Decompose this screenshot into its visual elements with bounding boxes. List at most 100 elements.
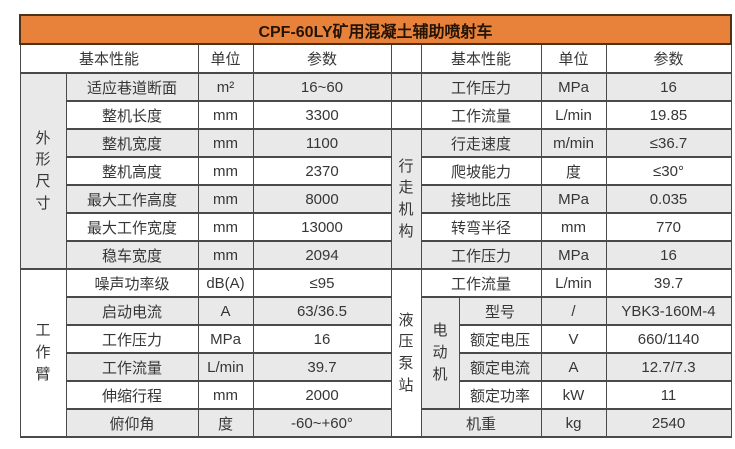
spec-name-cell: 额定功率 xyxy=(458,380,542,410)
spec-name-cell: 转弯半径 xyxy=(420,212,542,242)
spec-name-cell: 工作压力 xyxy=(65,324,199,354)
spec-name-cell: 行走速度 xyxy=(420,128,542,158)
spec-unit-cell: V xyxy=(540,324,607,354)
spec-unit-cell: kW xyxy=(540,380,607,410)
spec-name-cell: 工作压力 xyxy=(420,240,542,270)
spec-value-cell: 11 xyxy=(605,380,732,410)
spec-name-cell: 工作压力 xyxy=(420,72,542,102)
spec-unit-cell: A xyxy=(197,296,254,326)
spec-value-cell: 2370 xyxy=(252,156,392,186)
spec-value-cell: 16~60 xyxy=(252,72,392,102)
header-basic-performance-right: 基本性能 xyxy=(420,43,542,74)
spec-value-cell: YBK3-160M-4 xyxy=(605,296,732,326)
spec-name-cell: 爬坡能力 xyxy=(420,156,542,186)
table-row: 整机宽度 mm 1100 行走机构 行走速度 m/min ≤36.7 xyxy=(20,128,732,270)
table-row: 工作流量 L/min 39.7 额定电流 A 12.7/7.3 xyxy=(20,352,732,382)
spec-name-cell: 工作流量 xyxy=(420,100,542,130)
spec-unit-cell: mm xyxy=(197,380,254,410)
spec-value-cell: 16 xyxy=(605,240,732,270)
spec-value-cell: 12.7/7.3 xyxy=(605,352,732,382)
spec-value-cell: 2540 xyxy=(605,408,732,438)
spec-unit-cell: MPa xyxy=(540,240,607,270)
spec-unit-cell: mm xyxy=(197,156,254,186)
spec-name-cell: 适应巷道断面 xyxy=(65,72,199,102)
spec-table: CPF-60LY矿用混凝土辅助喷射车 基本性能 单位 参数 基本性能 单位 参数… xyxy=(19,14,732,438)
header-spacer xyxy=(390,43,422,74)
spec-unit-cell: mm xyxy=(197,184,254,214)
spec-value-cell: 19.85 xyxy=(605,100,732,130)
spec-value-cell: 8000 xyxy=(252,184,392,214)
spec-unit-cell: 度 xyxy=(197,408,254,438)
spec-name-cell: 伸缩行程 xyxy=(65,380,199,410)
table-row: 外形尺寸 适应巷道断面 m² 16~60 工作压力 MPa 16 xyxy=(19,72,732,270)
table-row: 稳车宽度 mm 2094 工作压力 MPa 16 xyxy=(20,240,732,270)
table-row: 整机高度 mm 2370 爬坡能力 度 ≤30° xyxy=(20,156,732,186)
table-row: 伸缩行程 mm 2000 额定功率 kW 11 xyxy=(20,380,732,410)
spec-value-cell: 63/36.5 xyxy=(252,296,392,326)
header-value-right: 参数 xyxy=(605,43,732,74)
table-row: 工作臂 噪声功率级 dB(A) ≤95 液压泵站 工作流量 L/min 39.7 xyxy=(19,268,732,438)
spec-name-cell: 噪声功率级 xyxy=(65,268,199,298)
spec-value-cell: 13000 xyxy=(252,212,392,242)
spec-value-cell: 39.7 xyxy=(605,268,732,298)
spec-name-cell: 稳车宽度 xyxy=(65,240,199,270)
spec-name-cell: 整机宽度 xyxy=(65,128,199,158)
spec-name-cell: 最大工作高度 xyxy=(65,184,199,214)
column-header-row: 基本性能 单位 参数 基本性能 单位 参数 xyxy=(19,43,732,74)
spec-value-cell: 1100 xyxy=(252,128,392,158)
spec-unit-cell: kg xyxy=(540,408,607,438)
spec-value-cell: 39.7 xyxy=(252,352,392,382)
spec-unit-cell: m² xyxy=(197,72,254,102)
group-label-dimensions: 外形尺寸 xyxy=(19,72,67,270)
spec-unit-cell: L/min xyxy=(540,100,607,130)
spec-name-cell: 最大工作宽度 xyxy=(65,212,199,242)
table-title: CPF-60LY矿用混凝土辅助喷射车 xyxy=(19,14,732,45)
spec-unit-cell: MPa xyxy=(540,72,607,102)
spec-unit-cell: mm xyxy=(540,212,607,242)
spec-unit-cell: mm xyxy=(197,212,254,242)
group-label-travel-mechanism: 行走机构 xyxy=(390,128,422,270)
header-value-left: 参数 xyxy=(252,43,392,74)
table-row: 工作压力 MPa 16 额定电压 V 660/1140 xyxy=(20,324,732,354)
spec-value-cell: 770 xyxy=(605,212,732,242)
group-label-working-arm: 工作臂 xyxy=(19,268,67,438)
table-row: 最大工作宽度 mm 13000 转弯半径 mm 770 xyxy=(20,212,732,242)
spec-name-cell: 整机长度 xyxy=(65,100,199,130)
spec-value-cell: ≤95 xyxy=(252,268,392,298)
spec-unit-cell: L/min xyxy=(197,352,254,382)
spec-unit-cell: dB(A) xyxy=(197,268,254,298)
separator-cell xyxy=(390,100,422,130)
table-row: 整机长度 mm 3300 工作流量 L/min 19.85 xyxy=(20,100,732,130)
spec-unit-cell: 度 xyxy=(540,156,607,186)
spec-unit-cell: mm xyxy=(197,128,254,158)
spec-name-cell: 工作流量 xyxy=(420,268,542,298)
table-row: 最大工作高度 mm 8000 接地比压 MPa 0.035 xyxy=(20,184,732,214)
spec-unit-cell: mm xyxy=(197,100,254,130)
spec-unit-cell: m/min xyxy=(540,128,607,158)
title-row: CPF-60LY矿用混凝土辅助喷射车 xyxy=(19,14,732,45)
spec-value-cell: 660/1140 xyxy=(605,324,732,354)
spec-unit-cell: A xyxy=(540,352,607,382)
spec-unit-cell: MPa xyxy=(197,324,254,354)
spec-name-cell: 额定电流 xyxy=(458,352,542,382)
spec-unit-cell: mm xyxy=(197,240,254,270)
spec-value-cell: 2094 xyxy=(252,240,392,270)
spec-name-cell: 接地比压 xyxy=(420,184,542,214)
spec-name-cell: 启动电流 xyxy=(65,296,199,326)
group-label-electric-motor: 电动机 xyxy=(420,296,460,410)
spec-name-cell: 额定电压 xyxy=(458,324,542,354)
spec-unit-cell: L/min xyxy=(540,268,607,298)
table-row: 启动电流 A 63/36.5 电动机 型号 / YBK3-160M-4 xyxy=(20,296,732,410)
spec-value-cell: ≤30° xyxy=(605,156,732,186)
header-unit-right: 单位 xyxy=(540,43,607,74)
spec-unit-cell: / xyxy=(540,296,607,326)
spec-value-cell: 3300 xyxy=(252,100,392,130)
spec-unit-cell: MPa xyxy=(540,184,607,214)
spec-name-cell: 型号 xyxy=(458,296,542,326)
spec-value-cell: 16 xyxy=(605,72,732,102)
table-row: 俯仰角 度 -60~+60° 机重 kg 2540 xyxy=(20,408,732,438)
group-label-hydraulic-pump-station: 液压泵站 xyxy=(390,268,422,438)
spec-value-cell: 16 xyxy=(252,324,392,354)
separator-cell xyxy=(390,72,422,102)
spec-value-cell: 0.035 xyxy=(605,184,732,214)
